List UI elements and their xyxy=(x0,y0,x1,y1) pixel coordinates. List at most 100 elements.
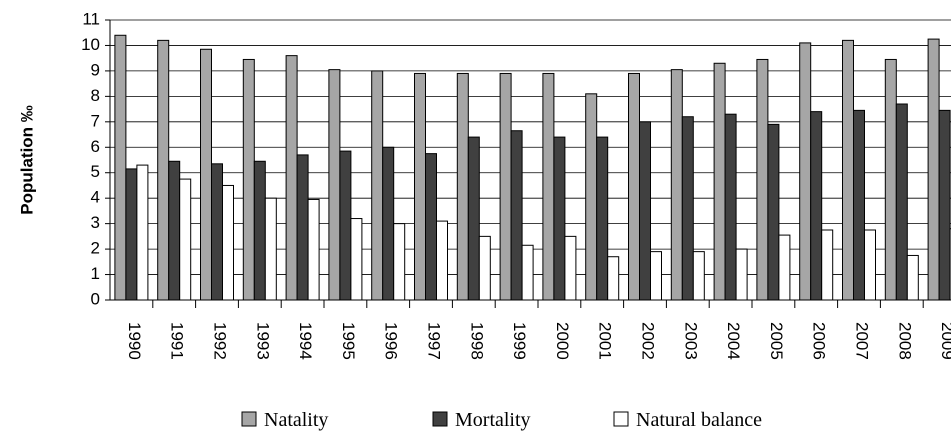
y-tick-label: 8 xyxy=(91,86,100,105)
bar xyxy=(456,72,469,301)
bar xyxy=(307,198,320,301)
bar xyxy=(596,136,609,301)
y-tick-label: 5 xyxy=(91,162,100,181)
bar xyxy=(756,58,769,301)
bar xyxy=(339,150,352,301)
x-tick-label: 2000 xyxy=(553,322,572,360)
bar xyxy=(114,34,127,301)
bar xyxy=(211,163,223,301)
bar xyxy=(735,248,748,301)
bar xyxy=(264,197,277,301)
bar xyxy=(478,235,491,301)
x-tick-label: 2001 xyxy=(596,322,615,360)
y-tick-label: 4 xyxy=(91,188,100,207)
bar xyxy=(799,42,812,301)
bar xyxy=(864,229,876,301)
x-tick-label: 1992 xyxy=(211,322,230,360)
bar xyxy=(436,220,448,301)
x-tick-label: 1999 xyxy=(510,322,529,360)
bar xyxy=(927,38,940,301)
y-tick-label: 0 xyxy=(91,289,100,308)
bar xyxy=(350,218,363,301)
x-tick-label: 1993 xyxy=(253,322,272,360)
bar xyxy=(564,235,577,301)
bar xyxy=(200,48,212,301)
x-tick-label: 1991 xyxy=(168,322,187,360)
bar xyxy=(778,234,791,301)
y-tick-label: 7 xyxy=(91,111,100,130)
x-tick-label: 2004 xyxy=(724,322,743,360)
bar xyxy=(639,121,651,301)
bar xyxy=(670,69,683,301)
bar xyxy=(499,72,512,301)
bar xyxy=(810,111,823,301)
x-tick-label: 1997 xyxy=(425,322,444,360)
bar xyxy=(628,72,640,301)
legend-swatch xyxy=(613,411,629,427)
bar xyxy=(938,109,951,301)
bar xyxy=(157,39,170,301)
x-tick-label: 2005 xyxy=(767,322,786,360)
bar xyxy=(393,223,406,301)
bar xyxy=(884,58,897,301)
bar xyxy=(414,72,426,301)
y-tick-label: 2 xyxy=(91,239,100,258)
y-tick-label: 11 xyxy=(82,9,100,28)
bar xyxy=(467,136,480,301)
legend-label: Natural balance xyxy=(636,409,762,431)
x-tick-label: 2007 xyxy=(853,322,872,360)
y-tick-label: 9 xyxy=(91,60,100,79)
y-tick-label: 10 xyxy=(81,35,100,54)
x-tick-label: 2002 xyxy=(639,322,658,360)
bar xyxy=(607,256,620,301)
bar xyxy=(692,251,705,301)
bar xyxy=(285,55,298,301)
bar xyxy=(125,168,138,301)
bar xyxy=(296,154,309,301)
bar xyxy=(382,146,395,301)
bar xyxy=(724,113,737,301)
bar xyxy=(136,164,149,301)
legend: Natality Mortality Natural balance xyxy=(241,409,762,431)
bar xyxy=(222,184,234,301)
x-tick-label: 2009 xyxy=(938,322,951,360)
bar xyxy=(521,244,534,301)
x-tick-label: 1994 xyxy=(296,322,315,360)
y-tick-label: 6 xyxy=(91,137,100,156)
bar xyxy=(542,72,555,301)
bar xyxy=(371,70,384,301)
bar xyxy=(842,39,854,301)
bar xyxy=(713,62,726,301)
x-tick-label: 1996 xyxy=(382,322,401,360)
y-axis-label: Population ‰ xyxy=(17,105,36,215)
bar xyxy=(242,58,255,301)
x-tick-label: 1990 xyxy=(125,322,144,360)
bar xyxy=(853,109,865,301)
y-tick-label: 3 xyxy=(91,213,100,232)
x-tick-label: 2008 xyxy=(895,322,914,360)
x-tick-label: 2006 xyxy=(810,322,829,360)
bar xyxy=(328,69,341,301)
legend-swatch xyxy=(241,411,257,427)
bar xyxy=(681,116,694,301)
bar xyxy=(168,160,181,301)
bar xyxy=(425,153,437,301)
bar xyxy=(906,254,919,301)
legend-label: Natality xyxy=(264,409,328,431)
bar xyxy=(585,93,598,301)
y-tick-label: 1 xyxy=(91,264,100,283)
bar xyxy=(895,103,908,301)
bar xyxy=(179,178,192,301)
bar xyxy=(510,130,523,301)
legend-swatch xyxy=(432,411,448,427)
bar xyxy=(553,136,566,301)
bar xyxy=(767,123,780,301)
x-tick-label: 1998 xyxy=(467,322,486,360)
bar xyxy=(253,160,266,301)
x-tick-label: 1995 xyxy=(339,322,358,360)
bar xyxy=(650,251,662,301)
x-tick-label: 2003 xyxy=(681,322,700,360)
legend-label: Mortality xyxy=(455,409,531,431)
bar xyxy=(821,229,834,301)
